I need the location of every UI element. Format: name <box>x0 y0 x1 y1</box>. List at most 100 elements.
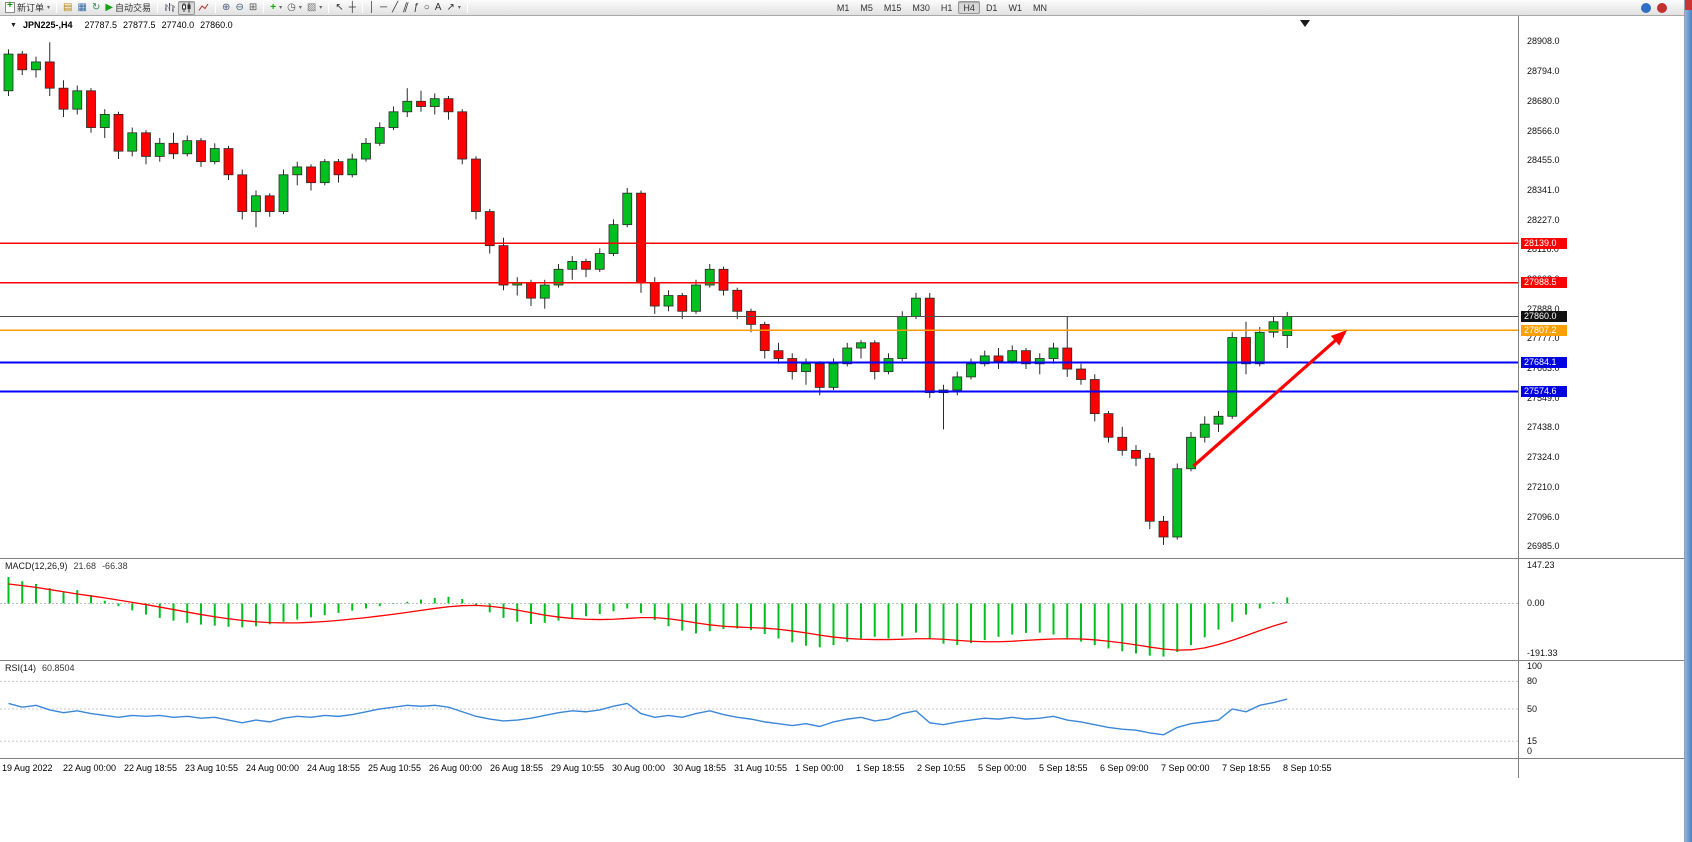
rsi-value: 60.8504 <box>42 663 75 673</box>
rsi-plot[interactable] <box>0 661 1518 757</box>
candle <box>924 292 935 398</box>
price-tick: 27096.0 <box>1527 512 1560 523</box>
time-label: 1 Sep 18:55 <box>856 763 905 773</box>
candle <box>237 169 248 220</box>
indicators-button[interactable]: + ▾ <box>268 1 284 15</box>
crosshair-icon: ┼ <box>348 1 356 13</box>
timeframe-button-m1[interactable]: M1 <box>836 3 850 13</box>
zoom-in-button[interactable]: ⊕ <box>220 1 232 15</box>
timeframe-button-m30[interactable]: M30 <box>912 3 930 13</box>
tile-windows-button[interactable]: ⊞ <box>247 1 259 15</box>
alert-icon[interactable] <box>1657 2 1667 13</box>
candle <box>333 159 344 183</box>
new-order-button[interactable]: 新订单 ▾ <box>3 0 52 15</box>
candle <box>1213 411 1224 433</box>
refresh-button[interactable]: ↻ <box>90 1 102 15</box>
candlestick-chart-button[interactable] <box>178 0 196 15</box>
candle <box>72 85 83 115</box>
periods-button[interactable]: ◷ ▾ <box>285 1 304 15</box>
candle <box>1227 332 1238 419</box>
bar-chart-icon <box>165 3 176 12</box>
market-watch-button[interactable]: ▤ <box>61 1 74 15</box>
candle <box>746 308 756 333</box>
price-line-badge: 27684.1 <box>1521 357 1567 369</box>
trendline-button[interactable]: ╱ <box>390 1 400 15</box>
time-axis[interactable]: 19 Aug 2022 22 Aug 00:00 22 Aug 18:55 23 Au… <box>0 758 1684 778</box>
line-chart-icon <box>198 3 209 11</box>
community-icon[interactable] <box>1641 2 1651 13</box>
new-order-label: 新订单 <box>17 3 45 13</box>
candle <box>993 348 1004 370</box>
trend-arrow-annotation[interactable] <box>1192 330 1348 468</box>
candle <box>99 109 110 139</box>
templates-button[interactable]: ▨ ▾ <box>305 1 324 15</box>
autotrading-button[interactable]: ▶ 自动交易 <box>103 1 153 15</box>
bar-chart-button[interactable] <box>162 1 177 15</box>
channel-button[interactable]: ∥ <box>401 1 411 15</box>
time-label: 8 Sep 10:55 <box>1283 763 1332 773</box>
candle <box>966 358 976 380</box>
candle <box>704 264 715 288</box>
price-axis[interactable]: 28908.0 28794.0 28680.0 28566.0 28455.0 28341… <box>1519 16 1684 558</box>
timeframe-button-d1[interactable]: D1 <box>985 3 998 13</box>
axis-border <box>1518 16 1519 778</box>
price-line-badge: 27860.0 <box>1521 311 1567 323</box>
macd-plot[interactable] <box>0 559 1518 659</box>
data-window-button[interactable]: ▦ <box>75 1 88 15</box>
candle <box>429 93 440 115</box>
chart-symbol: JPN225-,H4 <box>22 20 73 30</box>
candle <box>553 264 564 288</box>
timeframe-button-h1[interactable]: H1 <box>940 3 953 13</box>
candle <box>787 353 798 380</box>
cursor-button[interactable]: ↖ <box>333 1 345 15</box>
window-scrollbar[interactable] <box>1684 0 1692 842</box>
timeframe-button-m15[interactable]: M15 <box>883 3 902 13</box>
timeframe-button-w1[interactable]: W1 <box>1008 3 1022 13</box>
price-line-badge: 28139.0 <box>1521 237 1567 249</box>
text-tool-button[interactable]: A <box>433 1 444 15</box>
shapes-button[interactable]: ○ <box>422 1 432 15</box>
timeframe-button-h4[interactable]: H4 <box>958 1 980 14</box>
candle <box>594 248 605 272</box>
indicators-plus-icon: + <box>270 1 277 13</box>
candle <box>251 190 261 228</box>
chart-header: ▼ JPN225-,H4 27787.5 27877.5 27740.0 278… <box>10 20 233 30</box>
price-tick: 28116.0 <box>1527 244 1559 255</box>
main-chart-plot[interactable] <box>0 16 1518 558</box>
candle <box>1048 342 1059 364</box>
vertical-line-icon: │ <box>368 1 376 13</box>
chart-shift-marker[interactable] <box>1300 20 1310 27</box>
text-icon: A <box>434 1 442 13</box>
vertical-line-button[interactable]: │ <box>367 1 377 15</box>
one-click-trading-toggle[interactable]: ▼ <box>10 21 17 29</box>
toolbar-separator <box>157 2 159 13</box>
candle <box>1158 516 1169 545</box>
panel-separator[interactable] <box>0 660 1684 661</box>
timeframe-button-m5[interactable]: M5 <box>860 3 873 13</box>
candle <box>1172 463 1183 540</box>
fibonacci-button[interactable]: ƒ <box>411 1 421 15</box>
candle <box>856 340 866 359</box>
macd-axis: 147.23 0.00 -191.33 <box>1519 559 1684 659</box>
rsi-label-row: RSI(14) 60.8504 <box>5 663 75 673</box>
timeframe-button-mn[interactable]: MN <box>1032 3 1047 13</box>
candle <box>897 311 908 362</box>
market-watch-icon: ▤ <box>63 1 73 13</box>
zoom-out-button[interactable]: ⊖ <box>233 1 245 15</box>
time-label: 5 Sep 18:55 <box>1039 763 1088 773</box>
line-chart-button[interactable] <box>196 1 211 15</box>
crosshair-button[interactable]: ┼ <box>347 1 358 15</box>
candle <box>883 353 894 375</box>
candle <box>539 279 550 309</box>
price-tick: 28908.0 <box>1527 36 1560 47</box>
refresh-icon: ↻ <box>91 1 101 13</box>
toolbar-right-icons <box>1641 2 1667 13</box>
zoom-in-icon: ⊕ <box>222 1 231 13</box>
candle <box>44 42 55 97</box>
horizontal-line-button[interactable]: ─ <box>378 1 389 15</box>
candle <box>182 135 193 157</box>
panel-separator[interactable] <box>0 558 1684 559</box>
time-label: 24 Aug 18:55 <box>307 763 361 773</box>
arrows-tool-button[interactable]: ↗ ▾ <box>444 1 462 15</box>
